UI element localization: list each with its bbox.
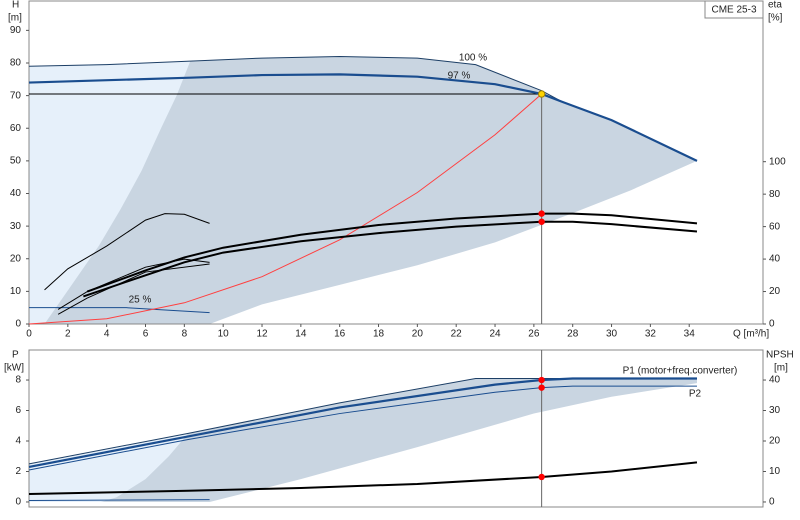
x-tick-label: 4 (104, 329, 110, 340)
x-tick-label: 10 (218, 329, 230, 340)
chart-title: CME 25-3 (711, 5, 756, 16)
y2-tick-label: 0 (769, 497, 775, 508)
duty-point (538, 384, 545, 391)
duty-point (537, 90, 546, 98)
duty-point (538, 473, 545, 481)
curve (57, 263, 210, 315)
y-tick-label: 40 (10, 188, 22, 199)
x-tick-label: 30 (606, 329, 618, 340)
x-tick-label: 6 (143, 329, 149, 340)
curve (28, 461, 698, 496)
curve-label: P1 (motor+freq.converter) (623, 366, 738, 377)
curve (28, 499, 210, 501)
curve-label: 100 % (459, 53, 487, 64)
x-tick-label: 0 (26, 329, 32, 340)
duty-point (538, 218, 545, 225)
y2-tick-label: 10 (769, 466, 781, 477)
y-tick-label: 6 (15, 405, 21, 416)
x-tick-label: 16 (334, 329, 346, 340)
curve-label: 25 % (129, 295, 152, 306)
y-tick-label: 50 (10, 156, 22, 167)
y2-tick-label: 60 (769, 221, 781, 232)
y-tick-label: 70 (10, 90, 22, 101)
plot-frame (28, 0, 764, 325)
y2-tick-label: 20 (769, 286, 781, 297)
y2-tick-label: 40 (769, 254, 781, 265)
curve (28, 385, 697, 471)
y-tick-label: 20 (10, 253, 22, 264)
y2-tick-label: 0 (769, 319, 775, 330)
y-tick-label: 10 (10, 286, 22, 297)
title-box (704, 0, 764, 19)
curve (57, 258, 210, 310)
curve (28, 377, 697, 468)
x-tick-label: 22 (451, 329, 463, 340)
y2-label: NPSH (766, 350, 794, 361)
curve (44, 213, 210, 291)
y-tick-label: 80 (10, 58, 22, 69)
y-tick-label: 60 (10, 123, 22, 134)
x-label: Q [m³/h] (733, 329, 769, 340)
x-tick-label: 14 (295, 329, 307, 340)
curve-label: 97 % (448, 71, 471, 82)
plots: 100 %97 %25 %0 2 4 6 8 10 12 14 16 18 20 22 24 26 28 30… (10, 0, 786, 508)
y-tick-label: 4 (15, 436, 21, 447)
curve (83, 220, 698, 298)
curve (28, 93, 542, 325)
y2-unit: [%] (768, 13, 783, 24)
y2-unit: [m] (774, 363, 788, 374)
curve-label: P2 (689, 389, 702, 400)
x-tick-label: 18 (373, 329, 385, 340)
y2-tick-label: 20 (769, 436, 781, 447)
x-tick-label: 34 (684, 329, 696, 340)
y2-label: eta (768, 0, 782, 11)
y-label: H (12, 0, 19, 11)
y2-tick-label: 30 (769, 405, 781, 416)
y2-tick-label: 40 (769, 375, 781, 386)
duty-point (538, 210, 545, 217)
x-tick-label: 2 (65, 329, 71, 340)
x-tick-label: 8 (182, 329, 188, 340)
y-tick-label: 8 (15, 375, 21, 386)
y-unit: [kW] (4, 363, 24, 374)
y-unit: [m] (8, 13, 22, 24)
x-tick-label: 24 (489, 329, 501, 340)
y2-tick-label: 100 (769, 156, 786, 167)
x-tick-label: 20 (412, 329, 424, 340)
y-tick-label: 30 (10, 221, 22, 232)
plot-frame (28, 349, 764, 508)
curve (28, 378, 697, 465)
y2-tick-label: 80 (769, 189, 781, 200)
curve (28, 73, 698, 162)
x-tick-label: 26 (528, 329, 540, 340)
y-tick-label: 0 (15, 319, 21, 330)
x-tick-label: 12 (256, 329, 268, 340)
y-tick-label: 90 (10, 25, 22, 36)
duty-point (538, 376, 545, 384)
y-label: P (12, 350, 19, 361)
x-tick-label: 28 (567, 329, 579, 340)
operating-area (100, 378, 697, 502)
y-tick-label: 2 (15, 466, 21, 477)
x-tick-label: 32 (645, 329, 657, 340)
y-tick-label: 0 (15, 497, 21, 508)
